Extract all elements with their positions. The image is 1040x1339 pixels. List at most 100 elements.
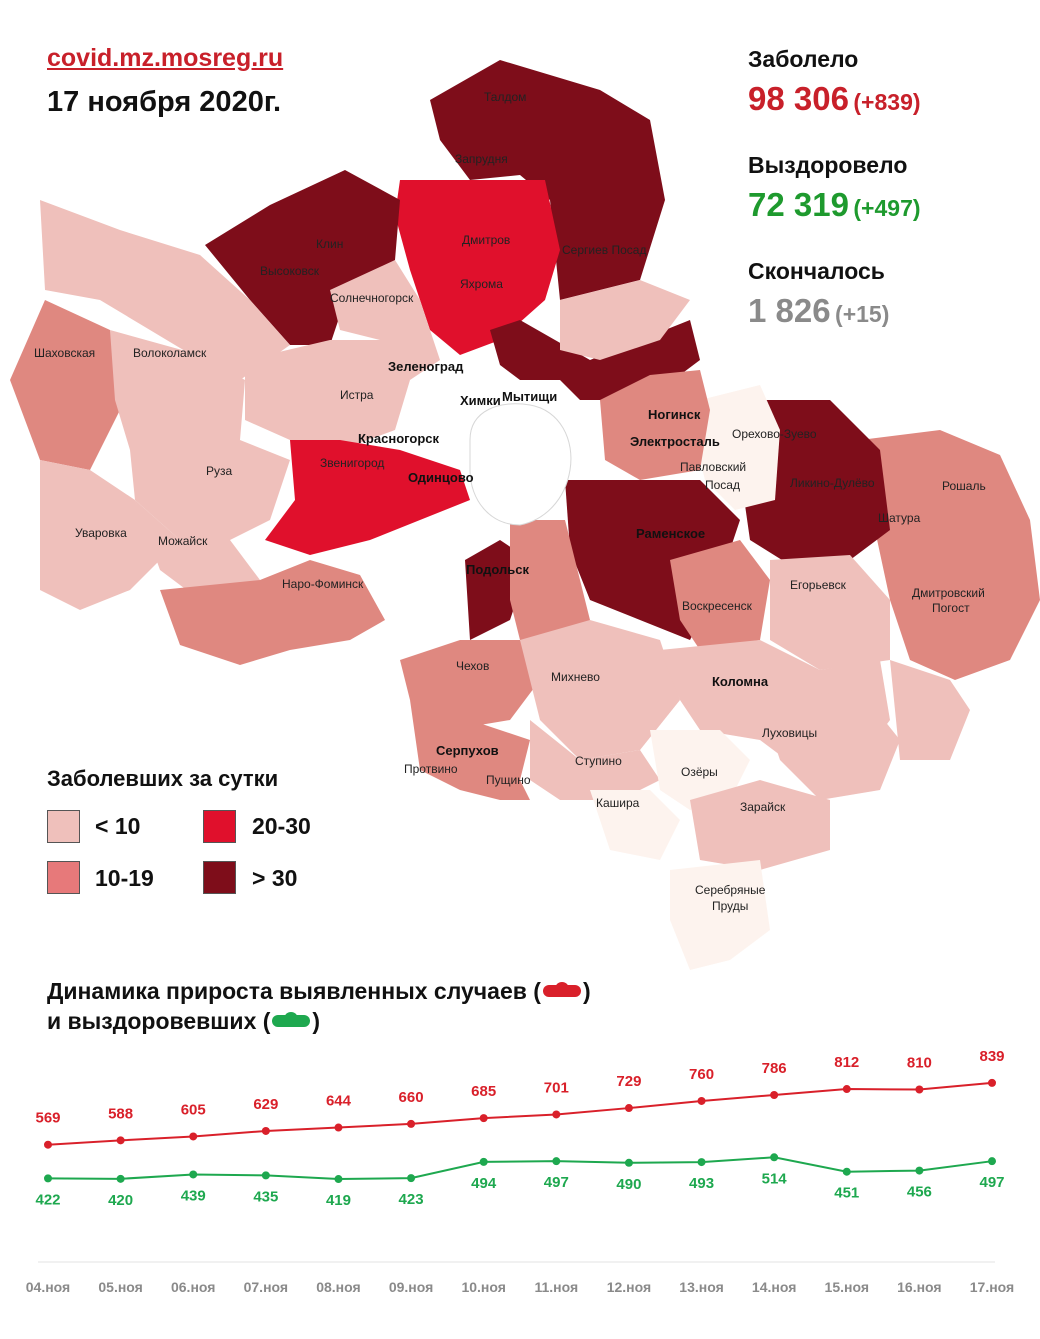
cases-data-point [334, 1123, 343, 1132]
district-serebryanye-prudy [670, 860, 770, 970]
city-label-istra: Истра [340, 388, 374, 402]
district-noginsk [600, 370, 710, 480]
recovered-data-label: 420 [108, 1192, 133, 1209]
legend-label-gt30: > 30 [252, 865, 298, 891]
cases-data-point [407, 1119, 416, 1128]
x-tick-label: 05.ноя [98, 1279, 142, 1295]
district-mikhnevo [520, 620, 680, 760]
recovered-data-point [189, 1170, 198, 1179]
recovered-data-label: 423 [399, 1191, 424, 1208]
chart-title: Динамика прироста выявленных случаев () … [47, 976, 591, 1036]
cases-data-point [915, 1085, 924, 1094]
city-label-noginsk: Ногинск [648, 407, 701, 422]
recovered-data-point [697, 1158, 706, 1167]
recovered-data-point [334, 1175, 343, 1184]
city-label-pogost: Погост [932, 601, 970, 615]
cases-data-point [261, 1126, 270, 1135]
district-shakhovskaya [10, 300, 125, 470]
recovered-data-point [842, 1167, 851, 1176]
legend-swatch-lt10 [47, 810, 80, 843]
map-city-labels: Талдом Запрудня Дмитров Яхрома Сергиев П… [34, 90, 986, 913]
recovered-data-point [915, 1166, 924, 1175]
city-label-kolomna: Коломна [712, 674, 769, 689]
recovered-data-point [116, 1174, 125, 1183]
district-lukhovitsy [760, 690, 900, 800]
recovered-data-label: 490 [616, 1176, 641, 1193]
district-south-moscow [510, 520, 590, 650]
recovered-data-point [261, 1171, 270, 1180]
city-label-vysokovsk: Высоковск [260, 264, 320, 278]
city-label-podolsk: Подольск [466, 562, 529, 577]
recovered-data-label: 497 [544, 1174, 569, 1191]
city-label-pavlovsky: Павловский [680, 460, 746, 474]
legend-swatch-10-19 [47, 861, 80, 894]
cases-data-point [842, 1085, 851, 1094]
city-label-roshal: Рошаль [942, 479, 986, 493]
recovered-data-label: 439 [181, 1187, 206, 1204]
x-tick-label: 06.ноя [171, 1279, 215, 1295]
city-label-elektrostal: Электросталь [630, 434, 720, 449]
legend-label-lt10: < 10 [95, 813, 141, 839]
city-label-yakhroma: Яхрома [460, 277, 503, 291]
recovered-data-point [44, 1174, 52, 1183]
district-egoryevsk [770, 555, 890, 670]
recovered-data-label: 497 [979, 1174, 1004, 1191]
city-label-krasnogorsk: Красногорск [358, 431, 439, 446]
city-label-prudy: Пруды [712, 899, 748, 913]
city-label-voskresensk: Воскресенск [682, 599, 753, 613]
recovered-data-point [407, 1174, 416, 1183]
city-label-likino-dulevo: Ликино-Дулёво [790, 476, 875, 490]
recovered-data-label: 514 [762, 1170, 788, 1187]
chart-title-close-1: ) [582, 978, 591, 1004]
legend-label-10-19: 10-19 [95, 865, 154, 891]
x-tick-label: 04.ноя [26, 1279, 70, 1295]
district-stupino [530, 720, 660, 800]
cases-data-label: 685 [471, 1083, 496, 1100]
recovered-series-icon [272, 1012, 311, 1027]
recovered-value: 72 319 [748, 186, 849, 223]
legend-label-20-30: 20-30 [252, 813, 311, 839]
city-label-taldom: Талдом [484, 90, 526, 104]
cases-data-label: 786 [762, 1060, 787, 1077]
deceased-delta: (+15) [835, 301, 890, 327]
recovered-data-label: 451 [834, 1185, 859, 1202]
city-label-chekhov: Чехов [456, 659, 489, 673]
city-label-klin: Клин [316, 237, 343, 251]
district-solnechnogorsk [330, 260, 440, 380]
region-map: Талдом Запрудня Дмитров Яхрома Сергиев П… [10, 60, 1040, 970]
recovered-data-point [552, 1157, 561, 1166]
cases-series-line [47, 1081, 993, 1146]
recovered-data-label: 493 [689, 1175, 714, 1192]
district-far-southeast [890, 660, 970, 760]
deceased-stat: 1 826 (+15) [748, 292, 889, 330]
district-chekhov [400, 640, 540, 730]
x-tick-label: 16.ноя [897, 1279, 941, 1295]
x-tick-label: 11.ноя [534, 1279, 578, 1295]
legend-swatch-gt30 [203, 861, 236, 894]
infected-value: 98 306 [748, 80, 849, 117]
cases-data-point [697, 1096, 706, 1105]
city-label-naro-fominsk: Наро-Фоминск [282, 577, 364, 591]
city-label-zaprudnya: Запрудня [455, 152, 508, 166]
chart-title-text-2: и выздоровевших ( [47, 1008, 271, 1034]
recovered-data-label: 494 [471, 1175, 497, 1192]
cases-data-point [988, 1078, 996, 1087]
x-tick-label: 08.ноя [316, 1279, 360, 1295]
city-label-orekhovo-zuevo: Орехово-Зуево [732, 427, 817, 441]
district-zaraysk [690, 780, 830, 870]
legend-swatch-20-30 [203, 810, 236, 843]
infected-label: Заболело [748, 46, 859, 72]
x-tick-label: 09.ноя [389, 1279, 433, 1295]
city-label-egoryevsk: Егорьевск [790, 578, 847, 592]
recovered-data-point [624, 1158, 633, 1167]
infected-delta: (+839) [853, 89, 921, 115]
city-label-solnechnogorsk: Солнечногорск [330, 291, 414, 305]
district-mozhaisk [135, 500, 260, 600]
district-naro-fominsk [160, 560, 385, 665]
source-site-link[interactable]: covid.mz.mosreg.ru [47, 44, 284, 72]
recovered-data-point [770, 1153, 779, 1162]
cases-data-label: 810 [907, 1055, 932, 1072]
x-tick-label: 15.ноя [825, 1279, 869, 1295]
chart-title-line-2: и выздоровевших () [47, 1006, 591, 1036]
recovered-stat: 72 319 (+497) [748, 186, 921, 224]
